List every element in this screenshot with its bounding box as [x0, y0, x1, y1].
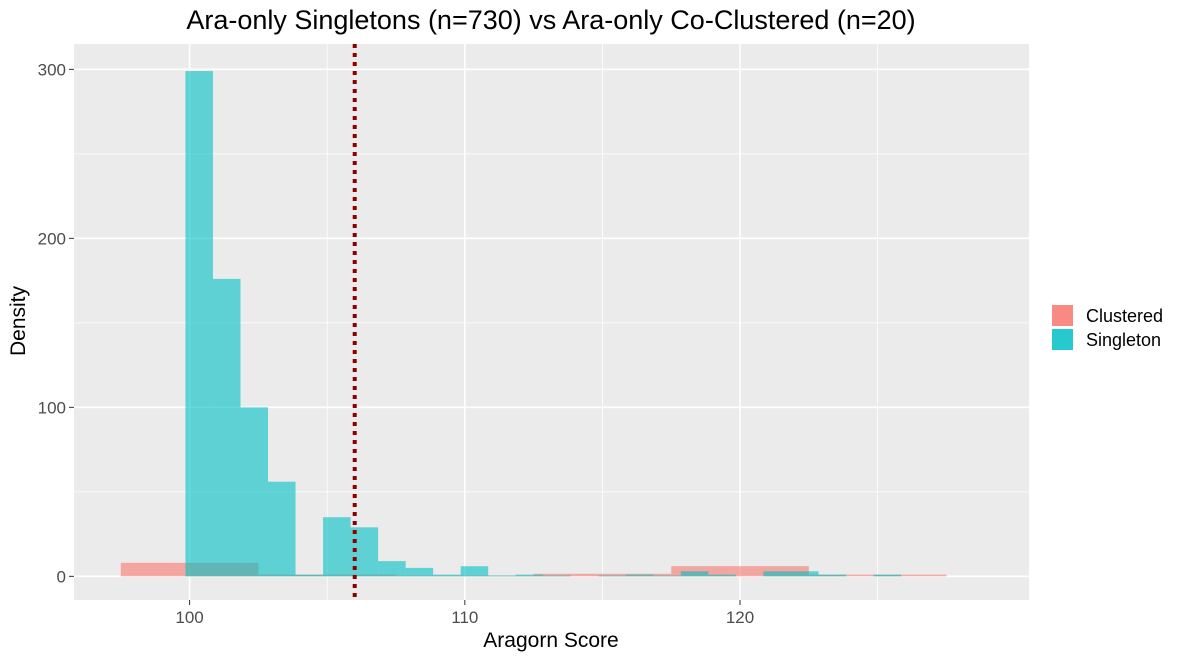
- histogram-bar-singleton: [212, 278, 241, 577]
- legend-label-singleton: Singleton: [1086, 330, 1161, 350]
- histogram-bar-clustered: [671, 566, 809, 577]
- histogram-bar-singleton: [488, 575, 516, 577]
- histogram-bar-singleton: [433, 574, 461, 577]
- histogram-bar-singleton: [708, 574, 736, 577]
- axes: 100 110 120 0 100 200 300: [38, 60, 755, 627]
- y-tick-label: 100: [38, 398, 66, 417]
- histogram-bar-singleton: [543, 575, 571, 577]
- histogram-bar-singleton: [873, 574, 902, 577]
- histogram-bar-singleton: [405, 567, 434, 577]
- chart-title: Ara-only Singletons (n=730) vs Ara-only …: [186, 5, 915, 35]
- legend-swatch-clustered: [1052, 305, 1073, 326]
- y-tick-label: 200: [38, 229, 66, 248]
- histogram-bar-singleton: [240, 407, 269, 577]
- legend-swatch-singleton: [1052, 329, 1073, 350]
- histogram-bar-singleton: [763, 571, 791, 577]
- x-axis-label: Aragorn Score: [483, 629, 618, 652]
- x-tick-label: 120: [726, 608, 754, 627]
- histogram-bar-singleton: [598, 575, 626, 577]
- x-tick-label: 100: [175, 608, 203, 627]
- y-axis-label: Density: [7, 285, 30, 356]
- histogram-bars: [120, 71, 947, 577]
- x-tick-label: 110: [451, 608, 478, 627]
- histogram-bar-clustered: [533, 573, 672, 577]
- legend-label-clustered: Clustered: [1086, 306, 1163, 326]
- histogram-bar-singleton: [515, 574, 544, 577]
- histogram-bar-singleton: [378, 561, 406, 577]
- histogram-bar-singleton: [185, 71, 213, 577]
- histogram-bar-singleton: [653, 575, 681, 577]
- histogram-bar-singleton: [680, 571, 709, 577]
- legend: Clustered Singleton: [1052, 305, 1163, 350]
- histogram-bar-singleton: [818, 574, 846, 577]
- histogram-bar-singleton: [625, 574, 654, 577]
- histogram-bar-singleton: [295, 574, 324, 577]
- y-tick-label: 0: [57, 567, 66, 586]
- histogram-bar-singleton: [323, 517, 351, 577]
- y-tick-label: 300: [38, 60, 66, 79]
- histogram-bar-singleton: [268, 481, 296, 577]
- histogram-bar-singleton: [460, 566, 489, 577]
- histogram-bar-singleton: [790, 571, 819, 577]
